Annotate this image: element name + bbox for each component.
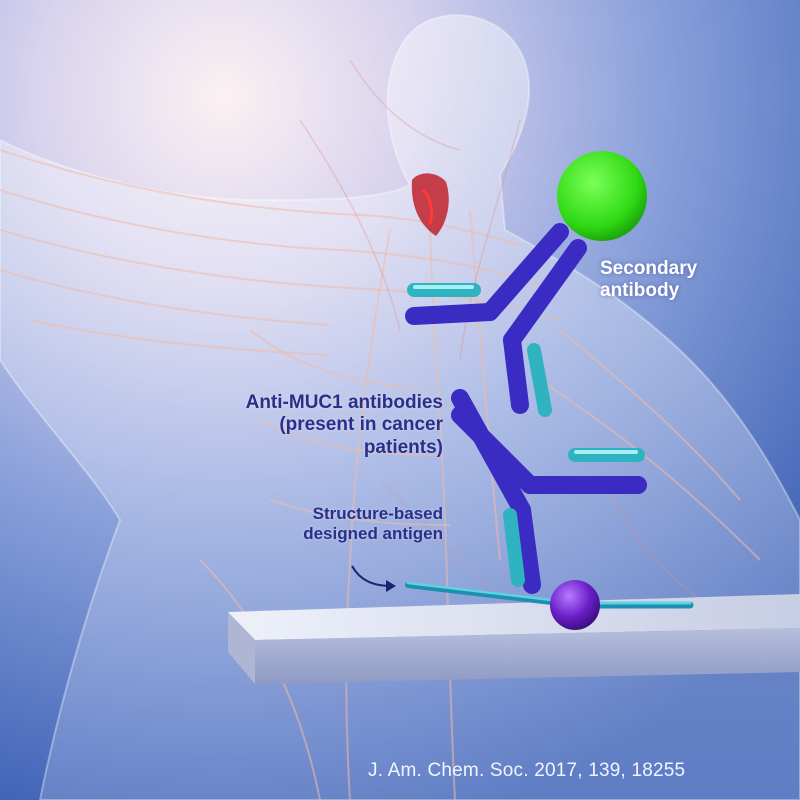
anti-muc1-antibody	[451, 389, 647, 594]
label-line: (present in cancer	[279, 414, 443, 436]
label-line: patients)	[363, 436, 443, 458]
label-line: designed antigen	[303, 524, 443, 544]
antigen-rod	[405, 582, 563, 606]
journal-citation: J. Am. Chem. Soc. 2017, 139, 18255	[368, 760, 686, 781]
label-line: antibody	[600, 280, 680, 302]
label-line: Structure-based	[312, 504, 443, 523]
anti-muc1-label: Anti-MUC1 antibodies (present in cancer …	[200, 392, 443, 459]
secondary-antibody-label: Secondary antibody	[600, 258, 697, 303]
antigen-sphere	[550, 580, 600, 630]
secondary-sphere	[557, 151, 647, 241]
secondary-antibody	[405, 223, 587, 417]
label-line: Anti-MUC1 antibodies	[245, 392, 443, 413]
label-line: Secondary	[600, 258, 698, 279]
antigen-label: Structure-based designed antigen	[243, 504, 443, 544]
